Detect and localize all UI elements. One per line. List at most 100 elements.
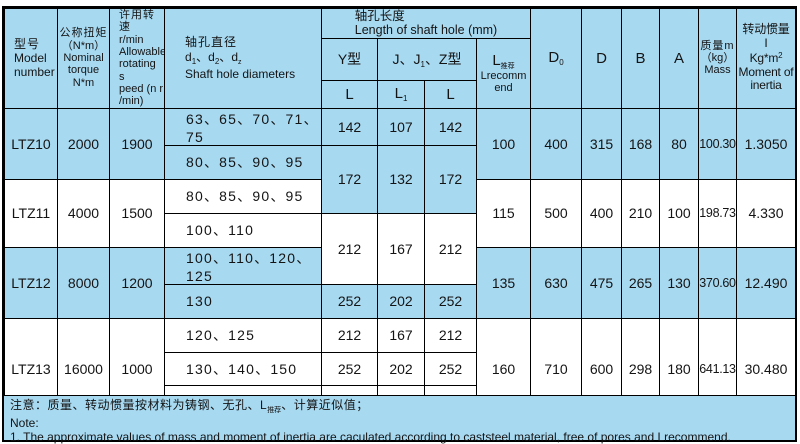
cell-a: 80 bbox=[659, 107, 699, 180]
col-header-b: B bbox=[621, 8, 660, 109]
inertia-header-zh: 转动惯量 bbox=[742, 22, 790, 37]
cell-l-recommend: 100 bbox=[476, 107, 531, 180]
col-header-d0: D0 bbox=[530, 8, 582, 109]
speed-header-l4: rotating s bbox=[119, 58, 156, 83]
cell-L1: 132 bbox=[377, 144, 425, 214]
diam-header-symbols: d1、d2、dz bbox=[185, 49, 242, 66]
cell-inertia: 12.490 bbox=[736, 246, 796, 319]
col-header-a: A bbox=[659, 8, 699, 109]
cell-mass: 100.30 bbox=[698, 107, 737, 180]
col-header-jz-type: J、J1、Z型 bbox=[377, 37, 477, 81]
cell-a: 100 bbox=[659, 178, 699, 248]
note-zh: 注意：质量、转动惯量按材料为铸钢、无孔、L推荐、计算近似值； bbox=[10, 398, 369, 414]
cell-model: LTZ10 bbox=[4, 107, 58, 180]
spec-table-frame: 型号 Model number 公称扭矩 （N*m） Nominal torqu… bbox=[2, 6, 797, 444]
cell-b: 168 bbox=[621, 107, 660, 180]
cell-L-jz: 142 bbox=[424, 107, 477, 146]
col-header-d: D bbox=[581, 8, 622, 109]
cell-L-jz: 252 bbox=[424, 351, 477, 386]
model-header-en1: Model bbox=[14, 51, 47, 66]
cell-d0: 500 bbox=[530, 178, 582, 248]
inertia-header-en1: Moment of bbox=[738, 64, 794, 79]
cell-L-y: 212 bbox=[321, 317, 378, 353]
length-group-en: Length of shaft hole (mm) bbox=[354, 23, 498, 38]
cell-b: 210 bbox=[621, 178, 660, 248]
col-header-y-type: Y型 bbox=[321, 37, 378, 81]
cell-L-y: 142 bbox=[321, 107, 378, 146]
cell-diameters: 130、140、150 bbox=[164, 351, 322, 386]
col-group-shaft-hole-length: 轴孔长度 Length of shaft hole (mm) bbox=[321, 8, 531, 39]
inertia-header-unit: Kg*m2 bbox=[749, 50, 783, 65]
cell-L1: 202 bbox=[377, 283, 425, 319]
speed-header-l3: Allowable bbox=[119, 45, 165, 58]
cell-L1: 167 bbox=[377, 212, 425, 285]
cell-l-recommend: 135 bbox=[476, 246, 531, 319]
length-group-zh: 轴孔长度 bbox=[354, 9, 405, 23]
cell-L-y: 212 bbox=[321, 212, 378, 285]
cell-speed: 1900 bbox=[109, 107, 165, 180]
cell-d: 315 bbox=[581, 107, 622, 180]
cell-inertia: 4.330 bbox=[736, 178, 796, 248]
mass-header-en: Mass bbox=[704, 64, 731, 77]
cell-d: 475 bbox=[581, 246, 622, 319]
spec-table: 型号 Model number 公称扭矩 （N*m） Nominal torqu… bbox=[4, 8, 796, 420]
cell-diameters: 63、65、70、71、75 bbox=[164, 107, 322, 146]
cell-l-recommend: 115 bbox=[476, 178, 531, 248]
speed-header-l2: r/min bbox=[119, 33, 144, 46]
note-line-1: 1. The approximate values of mass and mo… bbox=[10, 430, 731, 444]
col-header-diameters: 轴孔直径 d1、d2、dz Shaft hole diameters bbox=[164, 8, 322, 109]
cell-mass: 370.60 bbox=[698, 246, 737, 319]
cell-L-jz: 212 bbox=[424, 212, 477, 285]
cell-torque: 2000 bbox=[57, 107, 110, 180]
col-header-torque: 公称扭矩 （N*m） Nominal torque N*m bbox=[57, 8, 110, 109]
torque-header-unit: （N*m） bbox=[61, 39, 106, 52]
cell-diameters: 130 bbox=[164, 283, 322, 319]
col-header-jz-L: L bbox=[424, 79, 477, 109]
torque-header-en2: torque N*m bbox=[67, 64, 100, 89]
col-header-L1: L1 bbox=[377, 79, 425, 109]
mass-header-zh: 质量m bbox=[700, 39, 735, 52]
cell-speed: 1500 bbox=[109, 178, 165, 248]
mass-header-unit: （kg） bbox=[700, 52, 735, 65]
cell-b: 265 bbox=[621, 246, 660, 319]
inertia-header-symbol: I bbox=[764, 36, 768, 51]
cell-speed: 1200 bbox=[109, 246, 165, 319]
cell-L1: 107 bbox=[377, 107, 425, 146]
inertia-header-en2: inertia bbox=[750, 78, 782, 93]
col-header-l-recommend: L推荐 Lrecommend bbox=[476, 37, 531, 109]
cell-diameters: 80、85、90、95 bbox=[164, 178, 322, 214]
speed-header-zh: 许用转速 bbox=[119, 9, 155, 34]
col-header-mass: 质量m （kg） Mass bbox=[698, 8, 737, 109]
cell-a: 130 bbox=[659, 246, 699, 319]
cell-diameters: 120、125 bbox=[164, 317, 322, 353]
col-header-model: 型号 Model number bbox=[4, 8, 58, 109]
table-header: 型号 Model number 公称扭矩 （N*m） Nominal torqu… bbox=[4, 8, 796, 109]
cell-L-y: 252 bbox=[321, 351, 378, 386]
cell-L-y: 172 bbox=[321, 144, 378, 214]
cell-model: LTZ11 bbox=[4, 178, 58, 248]
cell-torque: 8000 bbox=[57, 246, 110, 319]
cell-inertia: 1.3050 bbox=[736, 107, 796, 180]
cell-diameters: 100、110、120、125 bbox=[164, 246, 322, 285]
cell-diameters: 100、110 bbox=[164, 212, 322, 248]
cell-L-jz: 172 bbox=[424, 144, 477, 214]
cell-d0: 400 bbox=[530, 107, 582, 180]
cell-d0: 630 bbox=[530, 246, 582, 319]
cell-L1: 167 bbox=[377, 317, 425, 353]
diam-header-en: Shaft hole diameters bbox=[185, 66, 296, 81]
note-label: Note: bbox=[10, 415, 39, 430]
col-header-speed: 许用转速 r/min Allowable rotating s peed (n … bbox=[109, 8, 165, 109]
cell-diameters: 80、85、90、95 bbox=[164, 144, 322, 180]
cell-mass: 198.73 bbox=[698, 178, 737, 248]
cell-L-jz: 252 bbox=[424, 283, 477, 319]
cell-L-y: 252 bbox=[321, 283, 378, 319]
cell-L1: 202 bbox=[377, 351, 425, 386]
cell-model: LTZ12 bbox=[4, 246, 58, 319]
l-recommend-en: Lrecommend bbox=[480, 70, 527, 94]
diam-header-zh: 轴孔直径 bbox=[185, 35, 238, 50]
torque-header-en1: Nominal bbox=[63, 52, 104, 65]
col-header-inertia: 转动惯量 I Kg*m2 Moment of inertia bbox=[736, 8, 796, 109]
cell-torque: 4000 bbox=[57, 178, 110, 248]
cell-L-jz: 212 bbox=[424, 317, 477, 353]
